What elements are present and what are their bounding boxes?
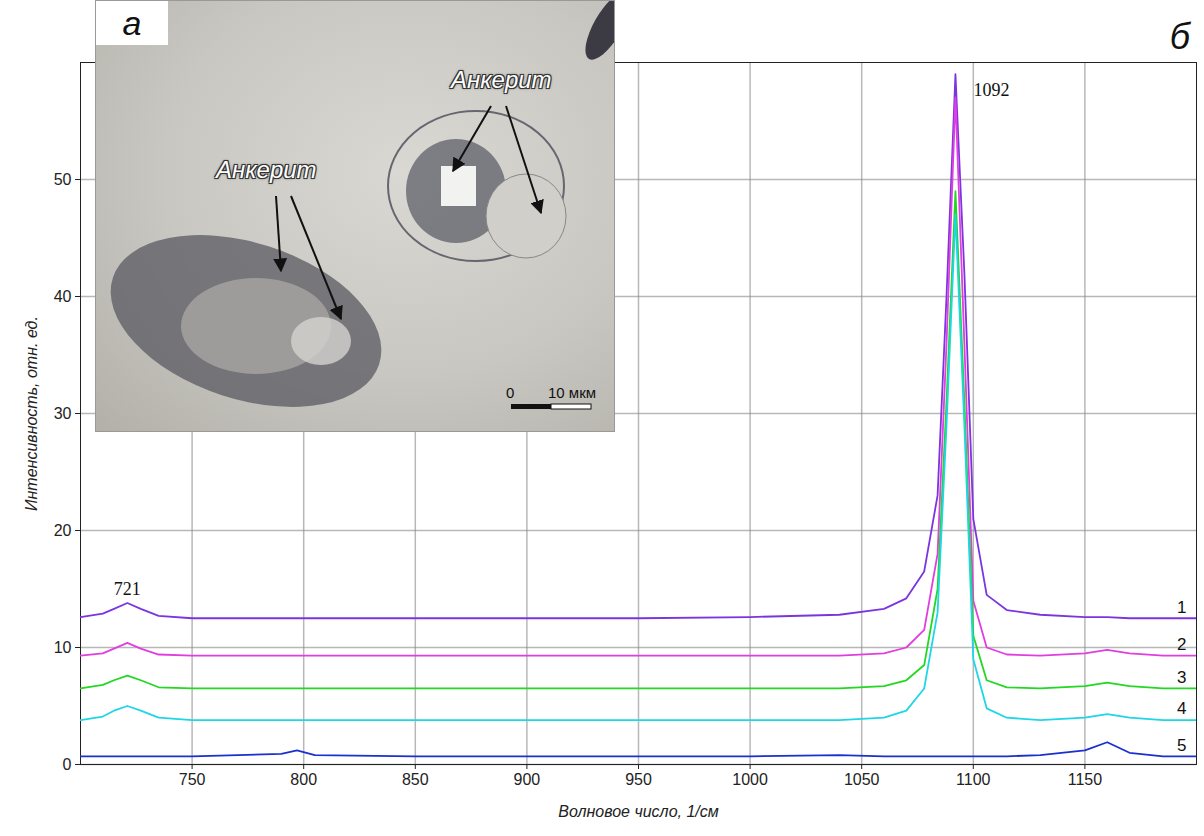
svg-text:1000: 1000 <box>732 771 768 788</box>
html-text:Анкерит: Анкерит <box>451 66 552 93</box>
svg-text:1050: 1050 <box>844 771 880 788</box>
svg-text:3: 3 <box>1177 668 1186 687</box>
svg-text:900: 900 <box>514 771 541 788</box>
svg-text:950: 950 <box>625 771 652 788</box>
svg-text:1150: 1150 <box>1068 771 1103 788</box>
svg-text:1092: 1092 <box>973 80 1009 100</box>
html-text:а: а <box>122 4 142 42</box>
svg-text:2: 2 <box>1177 635 1186 654</box>
html-text:б: б <box>1169 16 1190 57</box>
svg-text:750: 750 <box>179 771 206 788</box>
svg-text:Интенсивность, отн. ед.: Интенсивность, отн. ед. <box>23 316 40 511</box>
svg-text:4: 4 <box>1177 699 1186 718</box>
svg-text:800: 800 <box>290 771 317 788</box>
svg-text:1100: 1100 <box>956 771 991 788</box>
html-text:Анкерит: Анкерит <box>216 156 317 183</box>
svg-text:30: 30 <box>54 405 72 422</box>
svg-text:0: 0 <box>63 756 72 773</box>
html-text:0: 0 <box>506 384 515 401</box>
svg-text:5: 5 <box>1177 736 1186 755</box>
svg-text:1: 1 <box>1177 598 1186 617</box>
svg-text:50: 50 <box>54 171 72 188</box>
svg-text:20: 20 <box>54 522 72 539</box>
svg-text:850: 850 <box>402 771 429 788</box>
svg-text:40: 40 <box>54 288 72 305</box>
svg-text:Волновое число, 1/см: Волновое число, 1/см <box>558 803 719 820</box>
svg-text:721: 721 <box>114 579 141 599</box>
html-text:10 мкм: 10 мкм <box>548 384 596 401</box>
svg-text:10: 10 <box>54 639 72 656</box>
